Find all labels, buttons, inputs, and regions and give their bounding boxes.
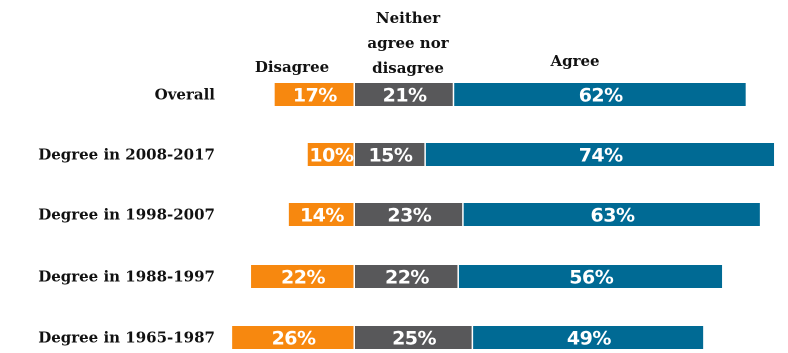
header-neither-line-2: agree nor bbox=[367, 34, 449, 52]
bar-segment-agree bbox=[473, 326, 704, 349]
category-label: Degree in 2008-2017 bbox=[38, 146, 215, 164]
header-agree: Agree bbox=[549, 52, 599, 70]
data-label-disagree: 22% bbox=[281, 267, 325, 289]
data-label-disagree: 17% bbox=[293, 85, 337, 107]
data-label-disagree: 14% bbox=[300, 205, 344, 227]
bar-segment-agree bbox=[425, 143, 775, 166]
bar-segment-neither bbox=[355, 265, 458, 288]
category-label: Degree in 1988-1997 bbox=[38, 268, 215, 286]
data-label-disagree: 26% bbox=[272, 328, 316, 350]
data-label-agree: 63% bbox=[591, 205, 635, 227]
data-label-agree: 56% bbox=[569, 267, 613, 289]
header-neither-line-3: disagree bbox=[372, 59, 444, 77]
data-label-agree: 49% bbox=[567, 328, 611, 350]
header-disagree: Disagree bbox=[255, 58, 329, 76]
bar-row-degree-in-1998-2007: Degree in 1998-2007 14% 23% 63% bbox=[38, 203, 760, 227]
bar-segment-disagree bbox=[232, 326, 354, 349]
bar-segment-neither bbox=[355, 83, 453, 106]
bar-row-degree-in-2008-2017: Degree in 2008-2017 10% 15% 74% bbox=[38, 143, 775, 167]
header-neither-line-1: Neither bbox=[376, 9, 441, 27]
data-label-neither: 25% bbox=[392, 328, 436, 350]
bar-row-overall: Overall 17% 21% 62% bbox=[155, 83, 746, 107]
bar-segment-agree bbox=[463, 203, 760, 226]
bar-segment-neither bbox=[355, 203, 463, 226]
bar-segment-disagree bbox=[307, 143, 354, 166]
bar-segment-neither bbox=[355, 326, 472, 349]
bar-segment-disagree bbox=[274, 83, 354, 106]
data-label-agree: 62% bbox=[579, 85, 623, 107]
category-label: Degree in 1998-2007 bbox=[38, 206, 215, 224]
data-label-neither: 15% bbox=[368, 145, 412, 167]
category-label: Overall bbox=[155, 86, 216, 104]
column-headers: Disagree Neither agree nor disagree Agre… bbox=[255, 9, 600, 77]
bar-segment-agree bbox=[454, 83, 746, 106]
data-label-neither: 23% bbox=[387, 205, 431, 227]
bar-segment-disagree bbox=[288, 203, 354, 226]
data-label-agree: 74% bbox=[579, 145, 623, 167]
data-label-neither: 21% bbox=[383, 85, 427, 107]
bar-segment-neither bbox=[355, 143, 425, 166]
category-label: Degree in 1965-1987 bbox=[38, 329, 215, 347]
data-label-neither: 22% bbox=[385, 267, 429, 289]
bar-row-degree-in-1988-1997: Degree in 1988-1997 22% 22% 56% bbox=[38, 265, 723, 289]
bar-rows: Overall 17% 21% 62% Degree in 2008-2017 10% 15… bbox=[38, 83, 775, 350]
bar-segment-agree bbox=[458, 265, 723, 288]
data-label-disagree: 10% bbox=[309, 145, 353, 167]
bar-row-degree-in-1965-1987: Degree in 1965-1987 26% 25% 49% bbox=[38, 326, 704, 350]
bar-segment-disagree bbox=[251, 265, 354, 288]
